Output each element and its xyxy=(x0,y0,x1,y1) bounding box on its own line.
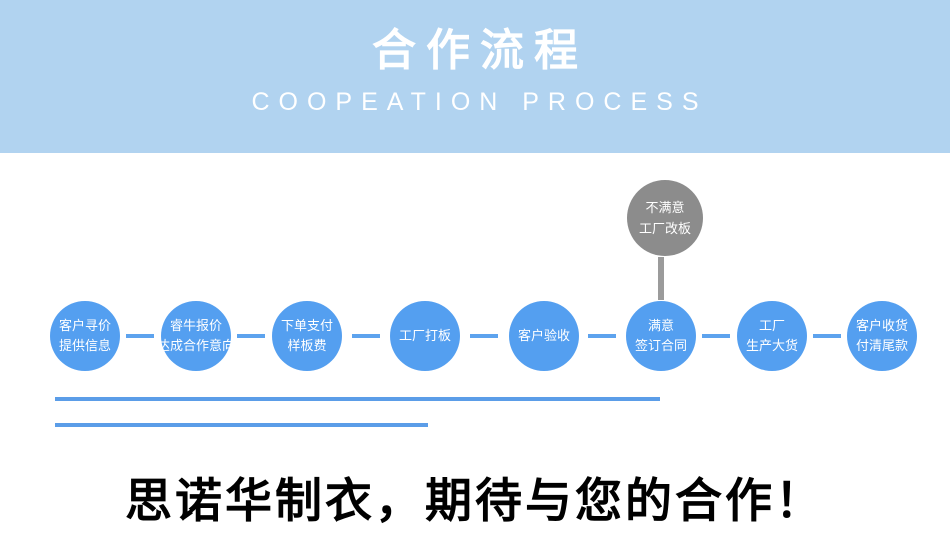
step-7-line2: 生产大货 xyxy=(745,338,798,353)
step-8-line2: 付清尾款 xyxy=(855,338,908,353)
step-6-line1: 满意 xyxy=(647,318,674,333)
flow-step-1-circle: 客户寻价 提供信息 xyxy=(50,301,120,371)
rework-connector-line xyxy=(658,257,664,300)
footer-slogan: 思诺华制衣，期待与您的合作！ xyxy=(125,476,825,528)
connector-line-4 xyxy=(470,334,498,338)
flow-step-5-circle: 客户验收 xyxy=(509,301,579,371)
page-title: 合作流程 xyxy=(372,26,588,75)
page-subtitle: COOPEATION PROCESS xyxy=(251,88,708,117)
flow-step-6-circle: 满意 签订合同 xyxy=(626,301,696,371)
flow-step-rework-circle: 不满意 工厂改板 xyxy=(627,180,703,256)
step-1-line1: 客户寻价 xyxy=(58,318,111,333)
connector-line-7 xyxy=(813,334,841,338)
step-4-line1: 工厂打板 xyxy=(398,328,451,343)
connector-line-2 xyxy=(237,334,265,338)
flow-step-8-circle: 客户收货 付清尾款 xyxy=(847,301,917,371)
rework-line2: 工厂改板 xyxy=(638,221,691,236)
divider-line-short xyxy=(55,423,428,427)
flow-step-4-circle: 工厂打板 xyxy=(390,301,460,371)
connector-line-6 xyxy=(702,334,730,338)
flow-step-7-circle: 工厂 生产大货 xyxy=(737,301,807,371)
flow-step-2-circle: 睿牛报价 达成合作意向 xyxy=(157,301,235,371)
step-3-line2: 样板费 xyxy=(287,338,327,353)
rework-line1: 不满意 xyxy=(645,200,685,215)
step-1-line2: 提供信息 xyxy=(58,338,111,353)
connector-line-1 xyxy=(126,334,154,338)
divider-line-long xyxy=(55,397,660,401)
flow-step-3-circle: 下单支付 样板费 xyxy=(272,301,342,371)
step-8-line1: 客户收货 xyxy=(855,318,908,333)
step-3-line1: 下单支付 xyxy=(280,318,333,333)
connector-line-5 xyxy=(588,334,616,338)
step-2-line2: 达成合作意向 xyxy=(157,338,236,353)
step-7-line1: 工厂 xyxy=(758,318,785,333)
step-2-line1: 睿牛报价 xyxy=(169,318,222,333)
step-5-line1: 客户验收 xyxy=(517,328,570,343)
connector-line-3 xyxy=(352,334,380,338)
header-banner: 合作流程 COOPEATION PROCESS xyxy=(0,0,950,153)
step-6-line2: 签订合同 xyxy=(634,338,687,353)
